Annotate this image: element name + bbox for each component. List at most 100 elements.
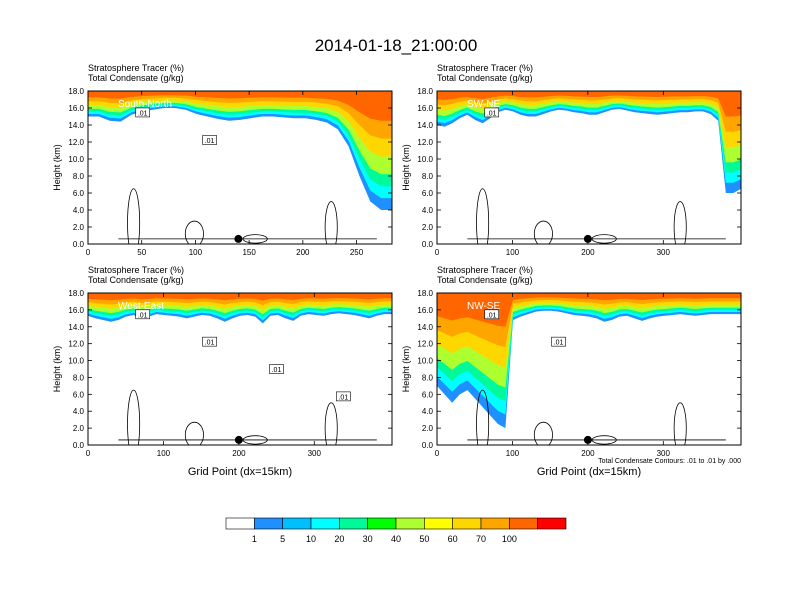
- x-axis-label: Grid Point (dx=15km): [188, 466, 292, 478]
- y-tick-label: 12.0: [68, 340, 84, 349]
- plot-frame: [436, 90, 742, 245]
- y-tick-label: 8.0: [73, 172, 85, 181]
- y-tick-label: 0.0: [73, 240, 85, 249]
- contour-label-box: [135, 309, 151, 320]
- y-tick-label: 16.0: [417, 104, 433, 113]
- panel-title-tracer: Stratosphere Tracer (%): [88, 265, 184, 275]
- condensate-contour: [476, 389, 490, 445]
- x-tick-label: 300: [308, 449, 322, 458]
- condensate-contour: [324, 201, 338, 244]
- y-tick-label: 4.0: [73, 206, 85, 215]
- y-tick-label: 0.0: [422, 441, 434, 450]
- location-marker: [234, 234, 243, 243]
- x-tick-label: 0: [435, 248, 440, 257]
- x-tick-label: 150: [242, 248, 256, 257]
- condensate-contour: [184, 421, 204, 445]
- y-tick-label: 6.0: [73, 390, 85, 399]
- panel-title-condensate: Total Condensate (g/kg): [437, 275, 533, 285]
- contour-label-box: [336, 391, 351, 402]
- colorbar-box-0: [225, 517, 255, 530]
- transect-label: South-North: [118, 99, 172, 110]
- x-tick-label: 0: [435, 449, 440, 458]
- y-axis-label: Height (km): [52, 346, 62, 393]
- y-tick-label: 10.0: [68, 155, 84, 164]
- colorbar-tick-label: 5: [280, 534, 285, 544]
- y-tick-label: 12.0: [417, 340, 433, 349]
- panel-bottom-right: Stratosphere Tracer (%)Total Condensate …: [401, 265, 742, 478]
- x-tick-label: 100: [189, 248, 203, 257]
- contour-label: .01: [205, 340, 215, 347]
- colorbar-box-1: [254, 517, 283, 530]
- y-tick-label: 4.0: [73, 407, 85, 416]
- plot-frame: [87, 292, 393, 446]
- panel-title-tracer: Stratosphere Tracer (%): [437, 265, 533, 275]
- y-tick-label: 6.0: [73, 189, 85, 198]
- colorbar-box-11: [537, 517, 567, 530]
- x-tick-label: 0: [86, 248, 91, 257]
- x-tick-label: 300: [657, 248, 671, 257]
- tracer-field: .01 .01: [88, 91, 392, 244]
- y-tick-label: 12.0: [417, 138, 433, 147]
- contour-label: .01: [138, 110, 148, 117]
- panel-title-condensate: Total Condensate (g/kg): [88, 275, 184, 285]
- condensate-contour: [533, 220, 553, 244]
- plot-frame: [436, 292, 742, 446]
- y-tick-label: 8.0: [422, 172, 434, 181]
- y-tick-label: 4.0: [422, 206, 434, 215]
- x-tick-label: 200: [296, 248, 310, 257]
- tracer-field: .01 .01 .01 .01: [88, 293, 392, 445]
- y-tick-label: 14.0: [417, 121, 433, 130]
- contour-label-box: [551, 336, 566, 347]
- colorbar-box-8: [452, 517, 482, 530]
- contour-label: .01: [487, 312, 497, 319]
- colorbar-box-7: [424, 517, 453, 530]
- contour-label-box: [484, 107, 500, 118]
- y-tick-label: 2.0: [73, 424, 85, 433]
- y-tick-label: 8.0: [73, 373, 85, 382]
- x-tick-label: 250: [350, 248, 364, 257]
- y-tick-label: 14.0: [68, 121, 84, 130]
- plot-frame: [87, 90, 393, 245]
- contour-label: .01: [554, 340, 564, 347]
- panel-title-tracer: Stratosphere Tracer (%): [88, 63, 184, 73]
- y-tick-label: 10.0: [68, 357, 84, 366]
- x-tick-label: 100: [506, 449, 520, 458]
- y-tick-label: 10.0: [417, 155, 433, 164]
- contour-label-box: [135, 107, 151, 118]
- y-axis-label: Height (km): [401, 144, 411, 191]
- y-tick-label: 16.0: [68, 306, 84, 315]
- x-tick-label: 0: [86, 449, 91, 458]
- colorbar-tick-label: 30: [363, 534, 373, 544]
- contour-label-box: [202, 135, 217, 145]
- y-tick-label: 18.0: [417, 87, 433, 96]
- contour-label-box: [484, 309, 500, 320]
- footnote: Total Condensate Contours: .01 to .01 by…: [598, 458, 741, 465]
- colorbar-box-3: [310, 517, 340, 530]
- x-axis-label: Grid Point (dx=15km): [537, 466, 641, 478]
- condensate-contour: [476, 188, 490, 244]
- y-tick-label: 6.0: [422, 390, 434, 399]
- y-tick-label: 0.0: [73, 441, 85, 450]
- y-tick-label: 18.0: [68, 289, 84, 298]
- y-axis-label: Height (km): [401, 346, 411, 393]
- y-tick-label: 4.0: [422, 407, 434, 416]
- x-tick-label: 200: [581, 248, 595, 257]
- colorbar-box-9: [480, 517, 510, 530]
- contour-label: .01: [487, 110, 497, 117]
- colorbar: 1 5 10 20 30 40 50 60 70 100: [225, 517, 567, 544]
- colorbar-tick-label: 70: [476, 534, 486, 544]
- panel-top-left: Stratosphere Tracer (%)Total Condensate …: [52, 63, 393, 257]
- colorbar-tick-label: 100: [502, 534, 517, 544]
- y-axis-label: Height (km): [52, 144, 62, 191]
- colorbar-box-10: [509, 517, 538, 530]
- contour-label-box: [202, 336, 217, 347]
- condensate-contour: [127, 188, 141, 244]
- panel-title-condensate: Total Condensate (g/kg): [88, 73, 184, 83]
- colorbar-tick-label: 60: [448, 534, 458, 544]
- contour-label-box: [269, 364, 284, 374]
- contour-label: .01: [205, 138, 215, 145]
- x-tick-label: 100: [157, 449, 171, 458]
- y-tick-label: 14.0: [68, 323, 84, 332]
- y-tick-label: 16.0: [417, 306, 433, 315]
